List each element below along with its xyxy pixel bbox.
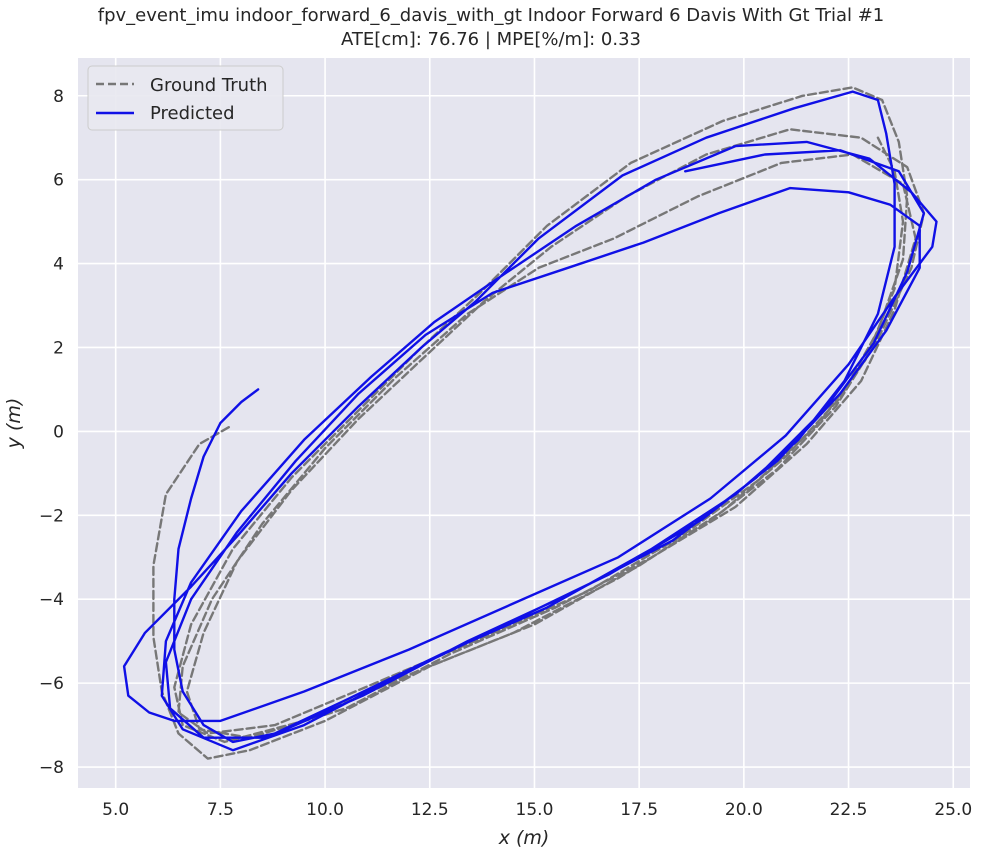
- legend-label-predicted: Predicted: [150, 103, 235, 124]
- legend-box: [87, 65, 284, 131]
- y-tick-label: −8: [39, 758, 64, 778]
- y-tick-label: 4: [53, 255, 64, 275]
- x-tick-label: 7.5: [207, 800, 234, 820]
- legend: Ground Truth Predicted: [87, 65, 284, 131]
- legend-label-ground-truth: Ground Truth: [150, 75, 268, 96]
- series-line-predicted: [122, 90, 938, 752]
- y-tick-label: 6: [53, 171, 64, 191]
- chart-title: fpv_event_imu indoor_forward_6_davis_wit…: [97, 5, 885, 26]
- x-tick-label: 20.0: [725, 800, 763, 820]
- x-ticks: 5.0 7.5 10.0 12.5 15.0 17.5 20.0 22.5 25.0: [102, 800, 972, 820]
- x-tick-label: 15.0: [516, 800, 554, 820]
- x-tick-label: 10.0: [306, 800, 344, 820]
- y-tick-label: 2: [53, 338, 64, 358]
- x-tick-label: 17.5: [620, 800, 658, 820]
- grid: [78, 58, 970, 788]
- y-ticks: −8 −6 −4 −2 0 2 4 6 8: [39, 87, 64, 778]
- x-tick-label: 5.0: [102, 800, 129, 820]
- y-tick-label: 0: [53, 422, 64, 442]
- y-tick-label: −6: [39, 674, 64, 694]
- y-axis-label: y (m): [3, 398, 25, 450]
- x-tick-label: 12.5: [411, 800, 449, 820]
- chart-subtitle: ATE[cm]: 76.76 | MPE[%/m]: 0.33: [341, 29, 641, 50]
- series-layer: [122, 86, 938, 760]
- y-tick-label: −2: [39, 506, 64, 526]
- plot-area: [78, 58, 970, 788]
- x-tick-label: 25.0: [934, 800, 972, 820]
- x-axis-label: x (m): [498, 827, 550, 849]
- x-tick-label: 22.5: [830, 800, 868, 820]
- y-tick-label: −4: [39, 590, 64, 610]
- y-tick-label: 8: [53, 87, 64, 107]
